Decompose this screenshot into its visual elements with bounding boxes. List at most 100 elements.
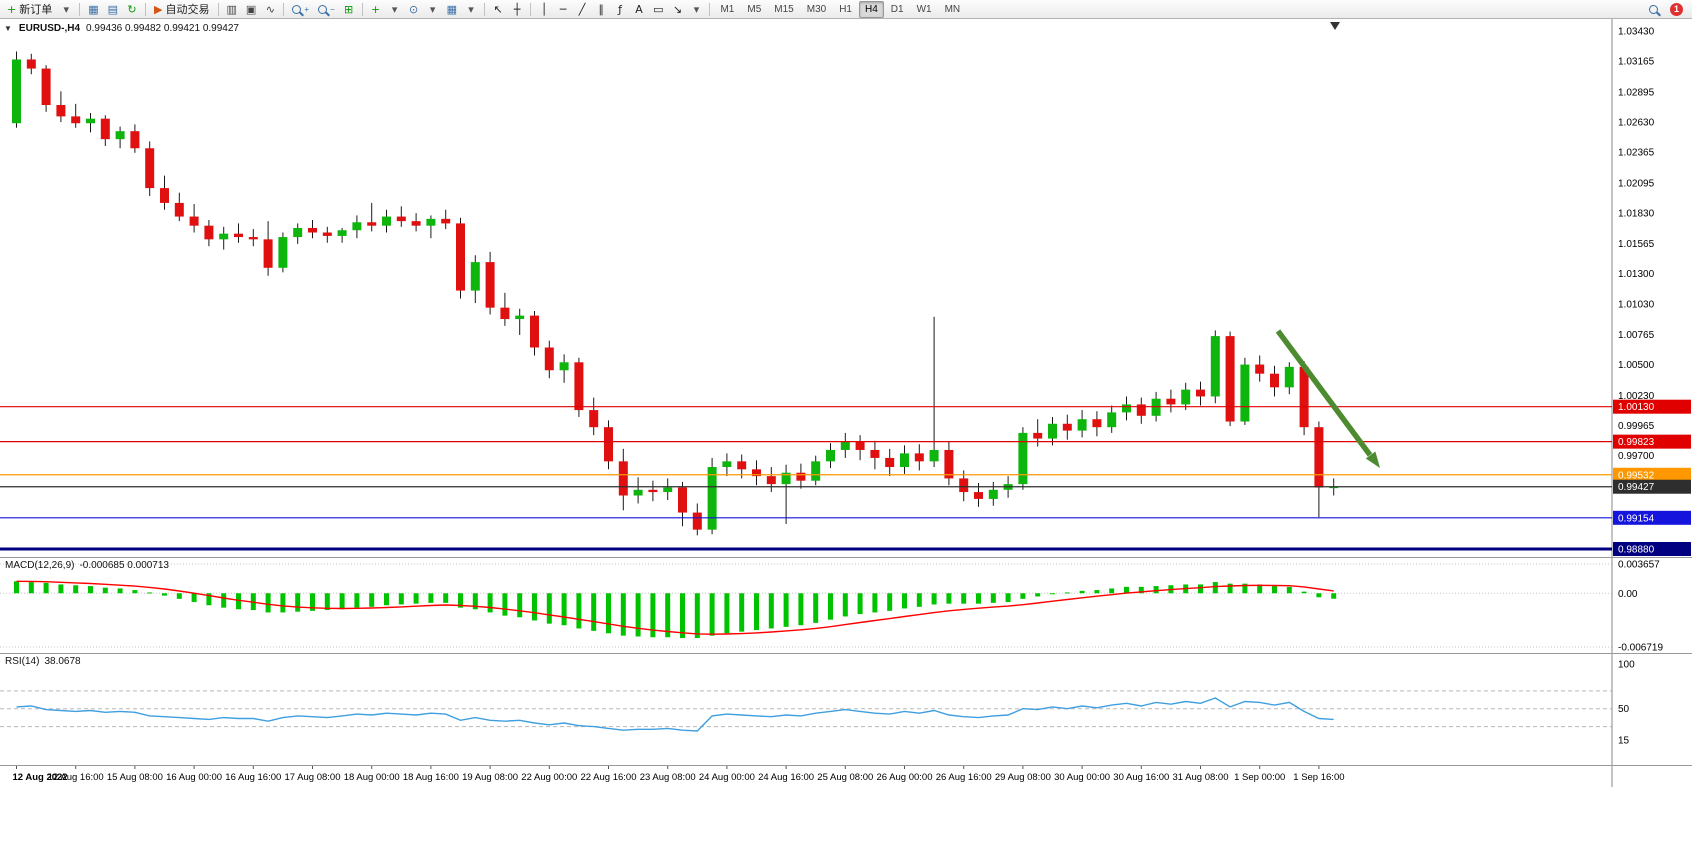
arrows-icon-glyph: ↘ xyxy=(672,2,683,16)
sep-5 xyxy=(361,2,363,16)
new-order-button-label: 新订单 xyxy=(19,4,53,16)
timeframe-m5[interactable]: M5 xyxy=(747,3,762,15)
trend-arrow[interactable] xyxy=(1275,329,1373,457)
zoom-out-icon xyxy=(317,4,327,14)
ohlc-readout: 0.99436 0.99482 0.99421 0.99427 xyxy=(86,23,239,34)
price-chart-panel[interactable]: ▼ EURUSD-,H4 0.99436 0.99482 0.99421 0.9… xyxy=(0,19,1692,557)
time-label: 19 Aug 08:00 xyxy=(462,772,518,783)
timeframe-m15[interactable]: M15 xyxy=(774,3,794,15)
periods-icon[interactable]: ⊙ xyxy=(405,1,423,18)
data-window-icon[interactable]: ▤ xyxy=(104,1,122,18)
time-label: 26 Aug 00:00 xyxy=(877,772,933,783)
label-icon[interactable]: ▭ xyxy=(649,1,667,18)
notification-badge[interactable]: 1 xyxy=(1670,2,1683,16)
refresh-icon[interactable]: ↻ xyxy=(123,1,141,18)
zoom-in-icon[interactable]: + xyxy=(288,1,313,18)
price-axis-label: 1.03165 xyxy=(1618,57,1655,68)
text-icon[interactable]: A xyxy=(630,1,648,18)
search-button[interactable] xyxy=(1644,1,1662,18)
macd-signal-line xyxy=(16,580,1334,635)
timeframe-toolbar: M1 M5 M15 M30 H1 H4 D1 W1 MN xyxy=(714,0,966,18)
indicators-caret-glyph: ▾ xyxy=(391,2,398,16)
trendline-icon[interactable]: ╱ xyxy=(573,1,591,18)
one-click-trading-toggle[interactable]: ▼ xyxy=(4,24,12,33)
price-axis-label: 1.03430 xyxy=(1618,27,1655,38)
timeframe-h1[interactable]: H1 xyxy=(839,3,852,15)
vertical-line-icon-glyph: │ xyxy=(540,2,548,16)
time-label: 23 Aug 08:00 xyxy=(640,772,696,783)
time-label: 30 Aug 16:00 xyxy=(1113,772,1169,783)
sep-3 xyxy=(217,2,219,16)
bars-chart-icon-glyph: ▥ xyxy=(226,2,237,16)
timeframe-d1[interactable]: D1 xyxy=(890,3,904,15)
time-label: 22 Aug 16:00 xyxy=(581,772,637,783)
channel-icon[interactable]: ∥ xyxy=(592,1,610,18)
rsi-panel[interactable]: RSI(14) 38.0678 100 50 15 xyxy=(0,653,1692,765)
price-tag-0.99532 xyxy=(1613,467,1691,482)
time-label: 12 Aug 16:00 xyxy=(48,772,104,783)
channel-icon-glyph: ∥ xyxy=(598,2,604,16)
arrows-icon[interactable]: ↘ xyxy=(668,1,686,18)
crosshair-icon-glyph: ┼ xyxy=(513,2,521,16)
sep-2 xyxy=(145,2,147,16)
indicators-icon[interactable]: + xyxy=(367,1,385,18)
macd-panel[interactable]: MACD(12,26,9) -0.000685 0.000713 0.00365… xyxy=(0,557,1692,653)
periods-caret[interactable]: ▾ xyxy=(424,1,442,18)
price-axis-label: 1.02895 xyxy=(1618,87,1655,98)
rsi-chart[interactable]: 100 50 15 xyxy=(0,654,1692,765)
candlestick-chart[interactable]: 1.03430 1.03165 1.02895 1.02630 1.02365 1.020… xyxy=(0,19,1692,557)
splitter-macd[interactable] xyxy=(0,555,1692,559)
main-toolbar: + 新订单 ▾ ▦ ▤ ↻ ▶ 自动交易 ▥ ▣ ∿ + − ⊞ + ▾ ⊙ ▾ ▦ ▾ ↖ ┼ │ ─ ╱ ∥ ƒ A ▭ ↘ ▾ M1 M… xyxy=(0,0,1692,19)
svg-text:0.99823: 0.99823 xyxy=(1618,437,1655,448)
vertical-line-icon[interactable]: │ xyxy=(535,1,553,18)
text-icon-glyph: A xyxy=(635,2,643,16)
fibonacci-icon[interactable]: ƒ xyxy=(611,1,629,18)
rsi-axis-label: 15 xyxy=(1618,735,1630,746)
time-label: 26 Aug 16:00 xyxy=(936,772,992,783)
arrows-caret[interactable]: ▾ xyxy=(687,1,705,18)
macd-chart[interactable]: 0.003657 0.00 -0.006719 xyxy=(0,558,1692,653)
timeframe-m30[interactable]: M30 xyxy=(806,3,827,15)
auto-trading-button[interactable]: ▶ 自动交易 xyxy=(150,1,213,18)
price-axis-label: 1.00500 xyxy=(1618,360,1655,371)
time-axis[interactable]: 12 Aug 2022 12 Aug 16:00 15 Aug 08:00 16 Au… xyxy=(0,765,1692,787)
templates-icon-glyph: ▦ xyxy=(446,2,458,16)
cursor-icon[interactable]: ↖ xyxy=(489,1,507,18)
sep-1 xyxy=(79,2,81,16)
timeframe-w1[interactable]: W1 xyxy=(916,3,932,15)
horizontal-line-icon[interactable]: ─ xyxy=(554,1,572,18)
macd-histogram xyxy=(14,581,1337,639)
rsi-line xyxy=(16,697,1334,732)
new-order-caret[interactable]: ▾ xyxy=(57,1,75,18)
tile-windows-icon[interactable]: ⊞ xyxy=(340,1,358,18)
horizontal-line-icon-glyph: ─ xyxy=(559,2,567,16)
chart-shift-marker[interactable] xyxy=(1330,22,1340,30)
rsi-axis-label: 100 xyxy=(1618,660,1635,671)
line-chart-icon[interactable]: ∿ xyxy=(261,1,279,18)
periods-caret-glyph: ▾ xyxy=(429,2,436,16)
bars-chart-icon[interactable]: ▥ xyxy=(223,1,241,18)
crosshair-icon[interactable]: ┼ xyxy=(508,1,526,18)
charts-window-icon[interactable]: ▦ xyxy=(84,1,102,18)
templates-caret[interactable]: ▾ xyxy=(462,1,480,18)
indicators-caret[interactable]: ▾ xyxy=(386,1,404,18)
splitter-rsi[interactable] xyxy=(0,651,1692,655)
price-axis-label: 1.02365 xyxy=(1618,148,1655,159)
price-axis-label: 1.02630 xyxy=(1618,118,1655,129)
symbol-period-label: EURUSD-,H4 xyxy=(18,23,81,34)
time-label: 24 Aug 00:00 xyxy=(699,772,755,783)
price-tag-0.98880 xyxy=(1613,542,1691,556)
time-label: 15 Aug 08:00 xyxy=(107,772,163,783)
zoom-out-icon[interactable]: − xyxy=(314,1,339,18)
new-order-button[interactable]: + 新订单 xyxy=(3,1,56,18)
timeframe-mn[interactable]: MN xyxy=(944,3,961,15)
candlestick-chart-icon[interactable]: ▣ xyxy=(242,1,260,18)
timeframe-h4[interactable]: H4 xyxy=(858,0,884,18)
templates-icon[interactable]: ▦ xyxy=(443,1,461,18)
svg-text:1.00130: 1.00130 xyxy=(1618,402,1655,413)
chart-header: ▼ EURUSD-,H4 0.99436 0.99482 0.99421 0.9… xyxy=(4,23,239,34)
fibonacci-icon-glyph: ƒ xyxy=(618,2,622,16)
timeframe-m1[interactable]: M1 xyxy=(720,3,735,15)
svg-text:0.99427: 0.99427 xyxy=(1618,482,1655,493)
time-label: 22 Aug 00:00 xyxy=(521,772,577,783)
